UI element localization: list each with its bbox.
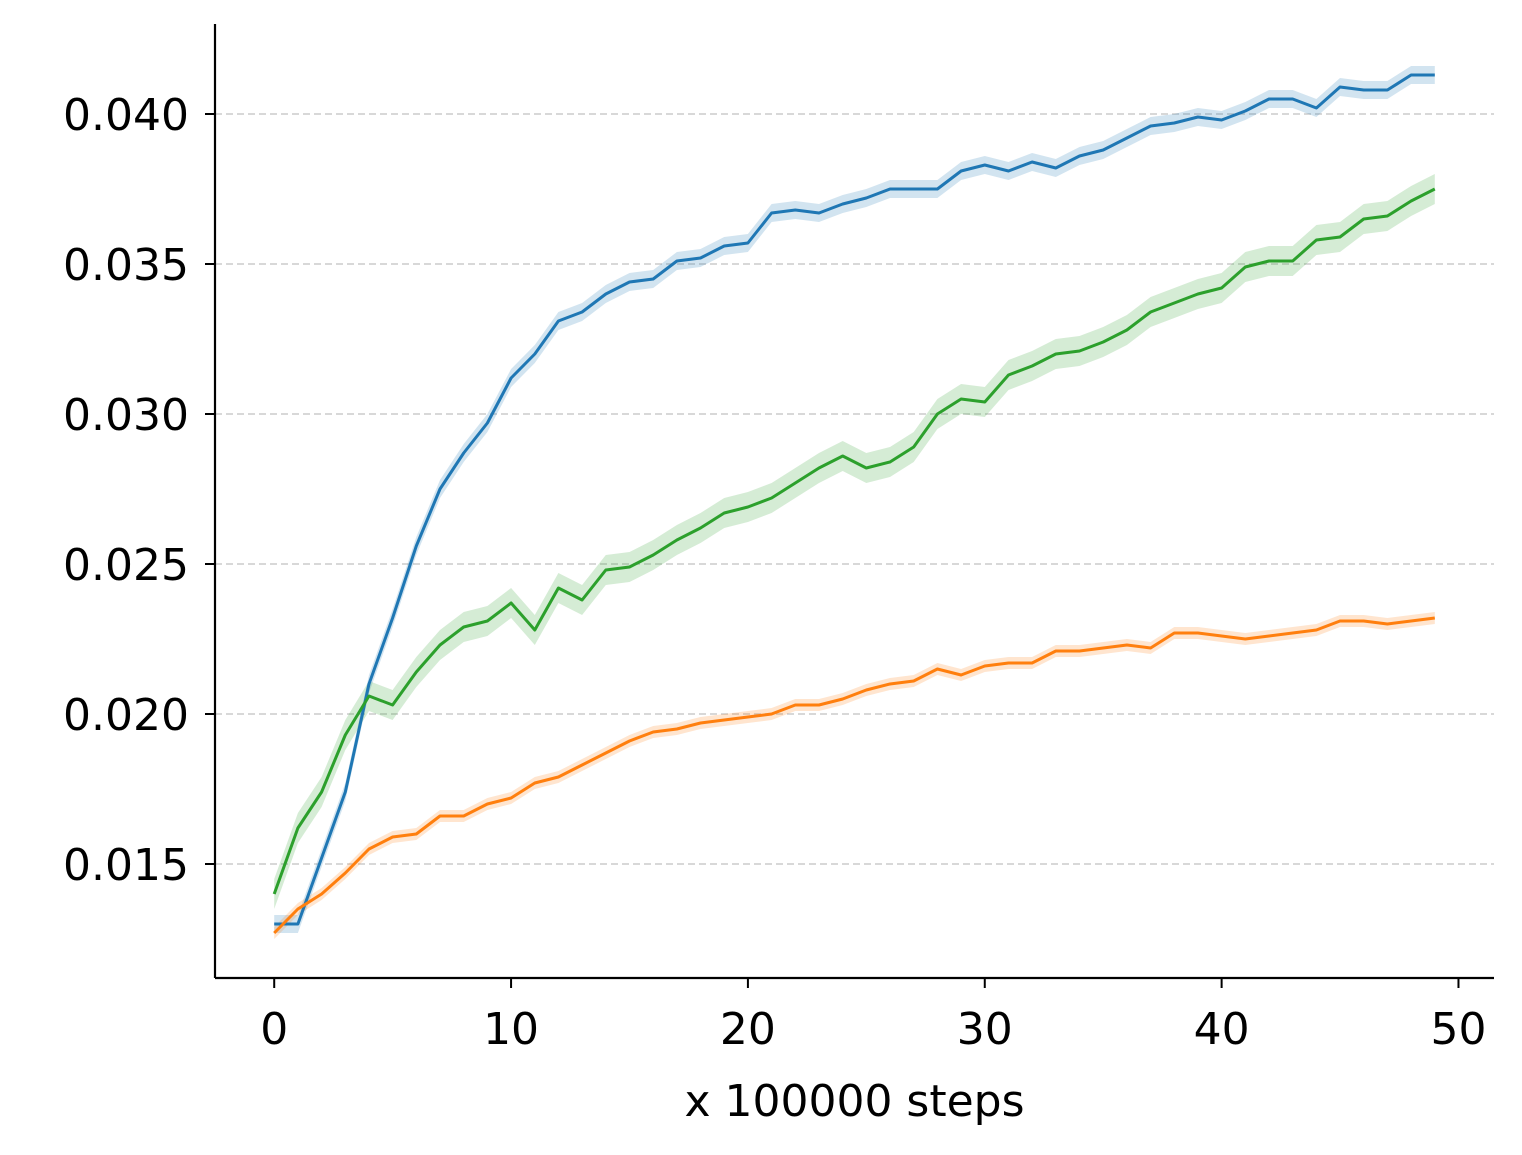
series-1-band <box>274 66 1435 933</box>
x-axis-label: x 100000 steps <box>684 1076 1024 1127</box>
series-1-line <box>274 73 1435 926</box>
y-tick-label: 0.020 <box>63 690 189 741</box>
x-ticks: 0 10 20 30 40 50 <box>260 978 1486 1055</box>
series-2-band <box>274 612 1435 939</box>
series-3-band <box>274 174 1435 909</box>
gridlines <box>215 113 1494 865</box>
y-tick-label: 0.015 <box>63 840 189 891</box>
y-tick-label: 0.025 <box>63 540 189 591</box>
confidence-bands <box>274 66 1435 939</box>
x-tick-label: 20 <box>720 1004 776 1055</box>
series-3-line <box>272 187 1436 895</box>
x-tick-label: 30 <box>957 1004 1013 1055</box>
y-ticks: 0.015 0.020 0.025 0.030 0.035 0.040 <box>63 90 215 891</box>
x-tick-label: 0 <box>260 1004 288 1055</box>
series-lines <box>272 73 1436 935</box>
x-tick-label: 10 <box>483 1004 539 1055</box>
y-tick-label: 0.040 <box>63 90 189 141</box>
y-tick-label: 0.035 <box>63 240 189 291</box>
y-tick-label: 0.030 <box>63 390 189 441</box>
series-2-line <box>273 616 1435 935</box>
x-tick-label: 50 <box>1430 1004 1486 1055</box>
x-tick-label: 40 <box>1194 1004 1250 1055</box>
axes <box>213 24 1494 980</box>
